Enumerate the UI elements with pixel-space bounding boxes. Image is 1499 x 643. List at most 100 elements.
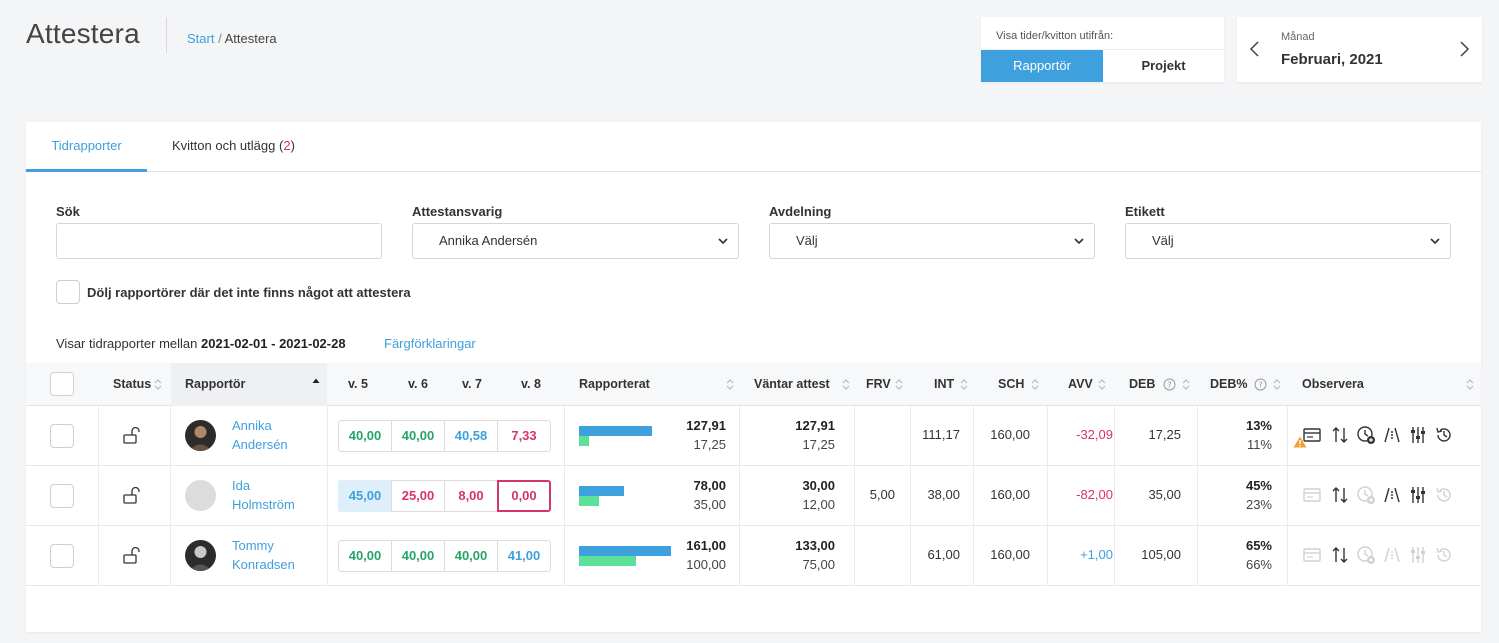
col-rapporterat[interactable]: Rapporterat bbox=[579, 377, 650, 391]
col-status[interactable]: Status bbox=[113, 363, 151, 406]
sort-asc-icon[interactable] bbox=[312, 377, 320, 390]
column-divider bbox=[98, 466, 99, 525]
sliders-icon[interactable] bbox=[1408, 425, 1428, 445]
vantar-attest-sub: 75,00 bbox=[802, 557, 835, 572]
week-cell-v6[interactable]: 25,00 bbox=[391, 480, 445, 512]
clock-add-icon[interactable] bbox=[1356, 485, 1376, 505]
col-rapportor[interactable]: Rapportör bbox=[185, 363, 245, 406]
week-cell-v7[interactable]: 8,00 bbox=[444, 480, 498, 512]
sort-icon[interactable] bbox=[1182, 378, 1190, 391]
cell-int: 61,00 bbox=[927, 547, 960, 562]
col-avv[interactable]: AVV bbox=[1068, 377, 1093, 391]
svg-text:?: ? bbox=[1258, 381, 1262, 390]
reporter-name-link[interactable]: Ida Holmström bbox=[232, 476, 295, 514]
rapporterat-total: 127,91 bbox=[686, 418, 726, 433]
chevron-right-icon[interactable] bbox=[1456, 39, 1472, 59]
week-cell-v5[interactable]: 40,00 bbox=[338, 540, 392, 572]
unlock-icon[interactable] bbox=[122, 426, 144, 444]
history-icon[interactable] bbox=[1434, 425, 1454, 445]
view-rapportor-button[interactable]: Rapportör bbox=[981, 50, 1103, 82]
card-icon[interactable] bbox=[1302, 545, 1322, 565]
clock-add-icon[interactable] bbox=[1356, 425, 1376, 445]
color-legend-link[interactable]: Färgförklaringar bbox=[384, 336, 476, 351]
view-toggle-label: Visa tider/kvitton utifrån: bbox=[996, 30, 1114, 42]
col-v8: v. 8 bbox=[521, 377, 541, 391]
unlock-icon[interactable] bbox=[122, 546, 144, 564]
sort-icon[interactable] bbox=[1031, 378, 1039, 391]
col-sch[interactable]: SCH bbox=[998, 377, 1025, 391]
view-projekt-button[interactable]: Projekt bbox=[1103, 50, 1224, 82]
reporter-name-link[interactable]: Annika Andersén bbox=[232, 416, 288, 454]
col-v5: v. 5 bbox=[348, 377, 368, 391]
col-deb-percent[interactable]: DEB% bbox=[1210, 377, 1248, 391]
hide-reporters-checkbox[interactable] bbox=[56, 280, 80, 304]
attestansvarig-select[interactable]: Annika Andersén bbox=[412, 223, 739, 259]
clock-add-icon[interactable] bbox=[1356, 545, 1376, 565]
unlock-icon[interactable] bbox=[122, 486, 144, 504]
deb-percent-values: 13% 11% bbox=[1246, 416, 1272, 454]
report-table: Status Rapportör v. 5 v. 6 v. 7 v. 8 Rap… bbox=[26, 363, 1481, 586]
sort-arrows-icon[interactable] bbox=[1330, 545, 1350, 565]
column-divider bbox=[1197, 466, 1198, 525]
reporter-name-link[interactable]: Tommy Konradsen bbox=[232, 536, 295, 574]
help-icon[interactable]: ? bbox=[1254, 378, 1267, 391]
sliders-icon[interactable] bbox=[1408, 485, 1428, 505]
column-divider bbox=[170, 466, 171, 525]
card-icon[interactable] bbox=[1302, 485, 1322, 505]
month-value: Februari, 2021 bbox=[1281, 51, 1383, 68]
divide-icon[interactable] bbox=[1382, 485, 1402, 505]
week-cell-v8[interactable]: 41,00 bbox=[497, 540, 551, 572]
sort-icon[interactable] bbox=[1098, 378, 1106, 391]
etikett-select[interactable]: Välj bbox=[1125, 223, 1451, 259]
divide-icon[interactable] bbox=[1382, 425, 1402, 445]
week-cell-v5[interactable]: 40,00 bbox=[338, 420, 392, 452]
sort-arrows-icon[interactable] bbox=[1330, 485, 1350, 505]
tab-kvitton-count: 2 bbox=[283, 138, 291, 153]
week-cell-v8[interactable]: 7,33 bbox=[497, 420, 551, 452]
billable-bar bbox=[579, 436, 589, 446]
chevron-down-icon bbox=[1074, 238, 1084, 245]
row-checkbox[interactable] bbox=[50, 484, 74, 508]
history-icon[interactable] bbox=[1434, 545, 1454, 565]
week-cell-v6[interactable]: 40,00 bbox=[391, 540, 445, 572]
search-input[interactable] bbox=[67, 224, 381, 257]
col-v7: v. 7 bbox=[462, 377, 482, 391]
rapporterat-sub: 35,00 bbox=[693, 497, 726, 512]
sort-icon[interactable] bbox=[1466, 378, 1474, 391]
chevron-left-icon[interactable] bbox=[1247, 39, 1263, 59]
chevron-down-icon bbox=[718, 238, 728, 245]
vantar-attest-total: 127,91 bbox=[795, 418, 835, 433]
sort-icon[interactable] bbox=[960, 378, 968, 391]
card-icon[interactable] bbox=[1302, 425, 1322, 445]
week-cell-v7[interactable]: 40,58 bbox=[444, 420, 498, 452]
col-int[interactable]: INT bbox=[934, 377, 955, 391]
week-cell-v6[interactable]: 40,00 bbox=[391, 420, 445, 452]
sort-icon[interactable] bbox=[895, 378, 903, 391]
week-cell-v7[interactable]: 40,00 bbox=[444, 540, 498, 572]
select-all-checkbox[interactable] bbox=[50, 372, 74, 396]
breadcrumb-start-link[interactable]: Start bbox=[187, 31, 215, 46]
divide-icon[interactable] bbox=[1382, 545, 1402, 565]
tab-tidrapporter[interactable]: Tidrapporter bbox=[26, 122, 147, 172]
week-cell-v8[interactable]: 0,00 bbox=[497, 480, 551, 512]
sort-icon[interactable] bbox=[1273, 378, 1281, 391]
tab-kvitton[interactable]: Kvitton och utlägg (2) bbox=[172, 122, 295, 172]
sorted-column-highlight bbox=[171, 363, 327, 406]
sort-arrows-icon[interactable] bbox=[1330, 425, 1350, 445]
sort-icon[interactable] bbox=[842, 378, 850, 391]
col-deb[interactable]: DEB bbox=[1129, 377, 1156, 391]
column-divider bbox=[854, 466, 855, 525]
sliders-icon[interactable] bbox=[1408, 545, 1428, 565]
col-vantar-attest[interactable]: Väntar attest bbox=[754, 377, 830, 391]
week-cell-v5[interactable]: 45,00 bbox=[338, 480, 392, 512]
help-icon[interactable]: ? bbox=[1163, 378, 1176, 391]
tab-kvitton-label: Kvitton och utlägg bbox=[172, 138, 276, 153]
col-frv[interactable]: FRV bbox=[866, 377, 891, 391]
row-checkbox[interactable] bbox=[50, 424, 74, 448]
sort-icon[interactable] bbox=[726, 378, 734, 391]
row-checkbox[interactable] bbox=[50, 544, 74, 568]
avdelning-select[interactable]: Välj bbox=[769, 223, 1095, 259]
sort-icon[interactable] bbox=[154, 378, 162, 391]
history-icon[interactable] bbox=[1434, 485, 1454, 505]
column-divider bbox=[98, 406, 99, 465]
